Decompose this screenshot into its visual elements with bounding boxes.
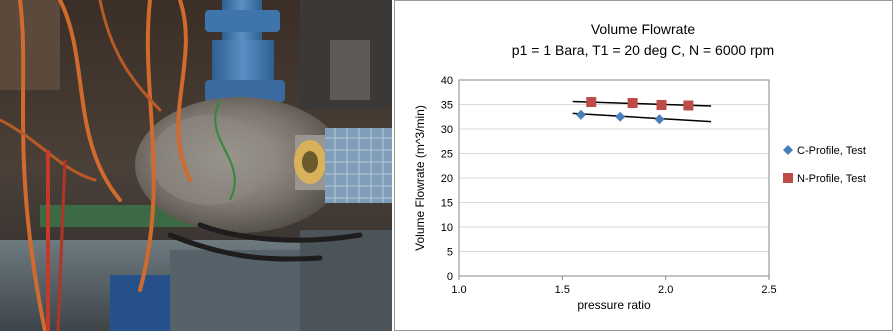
data-point: [627, 98, 638, 109]
data-point: [683, 100, 694, 111]
y-tick-label: 5: [447, 247, 453, 259]
legend-label: C-Profile, Test: [797, 145, 866, 157]
data-point: [575, 109, 586, 120]
y-tick-label: 10: [441, 222, 453, 234]
x-tick-label: 1.0: [451, 284, 466, 296]
trendline: [572, 112, 712, 123]
chart-panel: Volume Flowrate p1 = 1 Bara, T1 = 20 deg…: [394, 0, 893, 331]
x-axis-label: pressure ratio: [577, 298, 651, 312]
y-tick-label: 15: [441, 198, 453, 210]
chart-subtitle: p1 = 1 Bara, T1 = 20 deg C, N = 6000 rpm: [512, 42, 774, 58]
x-tick-label: 2.5: [761, 284, 776, 296]
x-tick-label: 1.5: [555, 284, 570, 296]
data-point: [656, 99, 667, 110]
legend-marker: [783, 145, 793, 155]
y-tick-label: 25: [441, 149, 453, 161]
legend-marker: [783, 173, 793, 183]
y-tick-label: 30: [441, 124, 453, 136]
y-tick-label: 35: [441, 100, 453, 112]
y-tick-label: 20: [441, 173, 453, 185]
y-tick-label: 40: [441, 75, 453, 87]
y-tick-labels: 0 5 10 15 20 25 30 35 40: [441, 75, 453, 283]
data-points: [575, 97, 694, 125]
data-point: [586, 97, 597, 108]
legend-label: N-Profile, Test: [797, 173, 866, 185]
y-axis-label: Volume Flowrate (m^3/min): [413, 105, 427, 251]
volume-flowrate-chart: Volume Flowrate p1 = 1 Bara, T1 = 20 deg…: [413, 21, 866, 312]
y-tick-label: 0: [447, 271, 453, 283]
test-rig-photo: [0, 0, 392, 333]
x-tick-labels: 1.0 1.5 2.0 2.5: [451, 276, 777, 296]
data-point: [615, 111, 626, 122]
x-tick-label: 2.0: [658, 284, 673, 296]
plot-area: [458, 79, 770, 277]
chart-title: Volume Flowrate: [591, 21, 695, 37]
gridlines: [459, 104, 769, 252]
data-point: [654, 114, 665, 125]
legend: C-Profile, Test N-Profile, Test: [783, 145, 866, 185]
